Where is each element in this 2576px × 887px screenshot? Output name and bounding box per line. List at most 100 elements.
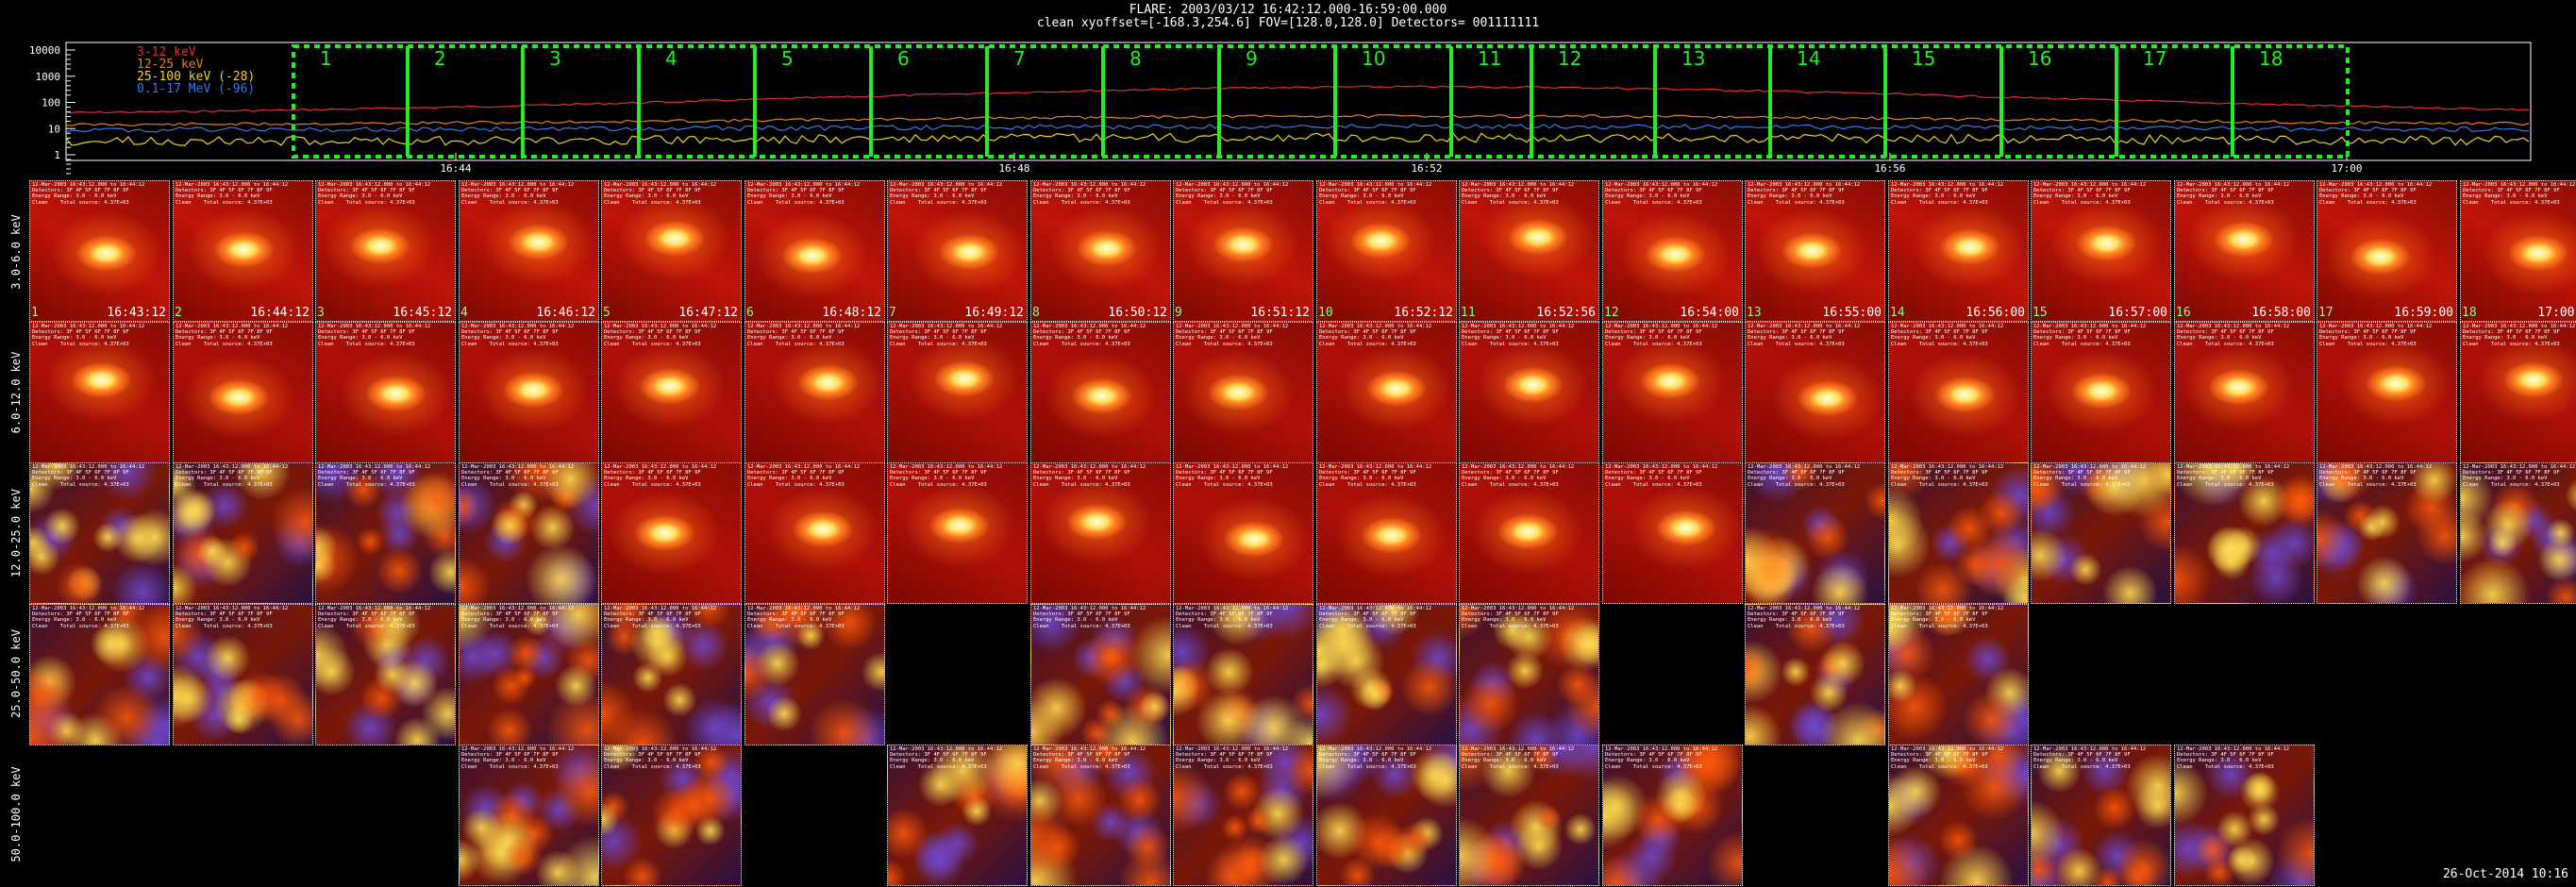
- image-panel[interactable]: 12-Mar-2003 16:43:12.000 to 16:44:12 Det…: [29, 322, 170, 463]
- image-panel[interactable]: 12-Mar-2003 16:43:12.000 to 16:44:12 Det…: [1459, 462, 1599, 604]
- image-panel[interactable]: 12-Mar-2003 16:43:12.000 to 16:44:12 Det…: [1173, 322, 1313, 463]
- panel-info-text: 12-Mar-2003 16:43:12.000 to 16:44:12 Det…: [1605, 324, 1718, 347]
- image-panel[interactable]: 12-Mar-2003 16:43:12.000 to 16:44:12 Det…: [1745, 322, 1885, 463]
- image-panel[interactable]: 12-Mar-2003 16:43:12.000 to 16:44:12 Det…: [1316, 180, 1457, 322]
- image-panel[interactable]: 12-Mar-2003 16:43:12.000 to 16:44:12 Det…: [1602, 462, 1743, 604]
- panel-info-text: 12-Mar-2003 16:43:12.000 to 16:44:12 Det…: [1462, 324, 1575, 347]
- image-panel[interactable]: 12-Mar-2003 16:43:12.000 to 16:44:12 Det…: [2460, 180, 2576, 322]
- image-panel[interactable]: 12-Mar-2003 16:43:12.000 to 16:44:12 Det…: [1316, 462, 1457, 604]
- panel-info-text: 12-Mar-2003 16:43:12.000 to 16:44:12 Det…: [1891, 182, 2004, 206]
- image-panel[interactable]: 12-Mar-2003 16:43:12.000 to 16:44:12 Det…: [601, 604, 742, 745]
- time-bin-number: 3: [549, 47, 561, 70]
- image-panel[interactable]: 12-Mar-2003 16:43:12.000 to 16:44:12 Det…: [601, 322, 742, 463]
- image-panel[interactable]: 12-Mar-2003 16:43:12.000 to 16:44:12 Det…: [1745, 462, 1885, 604]
- panel-info-text: 12-Mar-2003 16:43:12.000 to 16:44:12 Det…: [1319, 606, 1432, 629]
- image-panel[interactable]: 12-Mar-2003 16:43:12.000 to 16:44:12 Det…: [1173, 180, 1313, 322]
- panel-index: 6: [746, 306, 754, 320]
- image-panel[interactable]: 12-Mar-2003 16:43:12.000 to 16:44:12 Det…: [1888, 322, 2029, 463]
- image-panel[interactable]: 12-Mar-2003 16:43:12.000 to 16:44:12 Det…: [744, 322, 885, 463]
- image-panel[interactable]: 12-Mar-2003 16:43:12.000 to 16:44:12 Det…: [459, 604, 599, 745]
- image-panel[interactable]: 12-Mar-2003 16:43:12.000 to 16:44:12 Det…: [1316, 604, 1457, 745]
- image-panel[interactable]: 12-Mar-2003 16:43:12.000 to 16:44:12 Det…: [173, 180, 313, 322]
- panel-info-text: 12-Mar-2003 16:43:12.000 to 16:44:12 Det…: [604, 464, 717, 488]
- image-panel[interactable]: 12-Mar-2003 16:43:12.000 to 16:44:12 Det…: [173, 604, 313, 745]
- image-panel[interactable]: 12-Mar-2003 16:43:12.000 to 16:44:12 Det…: [1173, 604, 1313, 745]
- panel-time-label: 16:50:12: [1108, 306, 1167, 320]
- image-panel[interactable]: 12-Mar-2003 16:43:12.000 to 16:44:12 Det…: [1602, 745, 1743, 886]
- row-label-50-100kev: 50.0-100.0 keV: [9, 766, 23, 862]
- image-panel[interactable]: 12-Mar-2003 16:43:12.000 to 16:44:12 Det…: [1888, 462, 2029, 604]
- image-panel[interactable]: 12-Mar-2003 16:43:12.000 to 16:44:12 Det…: [459, 745, 599, 886]
- image-panel[interactable]: 12-Mar-2003 16:43:12.000 to 16:44:12 Det…: [2174, 745, 2315, 886]
- panel-info-text: 12-Mar-2003 16:43:12.000 to 16:44:12 Det…: [1605, 464, 1718, 488]
- panel-info-text: 12-Mar-2003 16:43:12.000 to 16:44:12 Det…: [1748, 464, 1861, 488]
- image-panel[interactable]: 12-Mar-2003 16:43:12.000 to 16:44:12 Det…: [744, 180, 885, 322]
- image-panel[interactable]: 12-Mar-2003 16:43:12.000 to 16:44:12 Det…: [459, 180, 599, 322]
- image-panel[interactable]: 12-Mar-2003 16:43:12.000 to 16:44:12 Det…: [2317, 322, 2457, 463]
- image-panel[interactable]: 12-Mar-2003 16:43:12.000 to 16:44:12 Det…: [315, 604, 456, 745]
- image-panel[interactable]: 12-Mar-2003 16:43:12.000 to 16:44:12 Det…: [2174, 180, 2315, 322]
- panel-info-text: 12-Mar-2003 16:43:12.000 to 16:44:12 Det…: [1462, 746, 1575, 770]
- image-panel[interactable]: 12-Mar-2003 16:43:12.000 to 16:44:12 Det…: [1459, 322, 1599, 463]
- image-panel[interactable]: 12-Mar-2003 16:43:12.000 to 16:44:12 Det…: [2031, 462, 2171, 604]
- time-bin-number: 2: [434, 47, 446, 70]
- image-panel[interactable]: 12-Mar-2003 16:43:12.000 to 16:44:12 Det…: [459, 322, 599, 463]
- panel-time-label: 17:00:00: [2537, 306, 2576, 320]
- image-panel[interactable]: 12-Mar-2003 16:43:12.000 to 16:44:12 Det…: [1888, 604, 2029, 745]
- image-panel[interactable]: 12-Mar-2003 16:43:12.000 to 16:44:12 Det…: [2317, 180, 2457, 322]
- curve-3-12kev: [65, 85, 2530, 114]
- image-panel[interactable]: 12-Mar-2003 16:43:12.000 to 16:44:12 Det…: [1030, 604, 1171, 745]
- image-panel[interactable]: 12-Mar-2003 16:43:12.000 to 16:44:12 Det…: [1459, 180, 1599, 322]
- row-label-12-25kev: 12.0-25.0 keV: [9, 489, 23, 577]
- image-panel[interactable]: 12-Mar-2003 16:43:12.000 to 16:44:12 Det…: [887, 745, 1028, 886]
- image-panel[interactable]: 12-Mar-2003 16:43:12.000 to 16:44:12 Det…: [601, 462, 742, 604]
- image-panel[interactable]: 12-Mar-2003 16:43:12.000 to 16:44:12 Det…: [744, 604, 885, 745]
- panel-info-text: 12-Mar-2003 16:43:12.000 to 16:44:12 Det…: [747, 324, 861, 347]
- image-panel[interactable]: 12-Mar-2003 16:43:12.000 to 16:44:12 Det…: [2174, 322, 2315, 463]
- image-panel[interactable]: 12-Mar-2003 16:43:12.000 to 16:44:12 Det…: [1316, 745, 1457, 886]
- image-panel[interactable]: 12-Mar-2003 16:43:12.000 to 16:44:12 Det…: [2317, 462, 2457, 604]
- image-panel[interactable]: 12-Mar-2003 16:43:12.000 to 16:44:12 Det…: [1888, 745, 2029, 886]
- image-panel[interactable]: 12-Mar-2003 16:43:12.000 to 16:44:12 Det…: [2031, 322, 2171, 463]
- image-panel[interactable]: 12-Mar-2003 16:43:12.000 to 16:44:12 Det…: [887, 180, 1028, 322]
- image-panel[interactable]: 12-Mar-2003 16:43:12.000 to 16:44:12 Det…: [601, 180, 742, 322]
- image-panel[interactable]: 12-Mar-2003 16:43:12.000 to 16:44:12 Det…: [173, 322, 313, 463]
- image-panel[interactable]: 12-Mar-2003 16:43:12.000 to 16:44:12 Det…: [173, 462, 313, 604]
- image-panel[interactable]: 12-Mar-2003 16:43:12.000 to 16:44:12 Det…: [459, 462, 599, 604]
- image-panel[interactable]: 12-Mar-2003 16:43:12.000 to 16:44:12 Det…: [887, 322, 1028, 463]
- image-panel[interactable]: 12-Mar-2003 16:43:12.000 to 16:44:12 Det…: [1459, 745, 1599, 886]
- image-panel[interactable]: 12-Mar-2003 16:43:12.000 to 16:44:12 Det…: [2031, 745, 2171, 886]
- panel-time-label: 16:46:12: [536, 306, 595, 320]
- image-panel[interactable]: 12-Mar-2003 16:43:12.000 to 16:44:12 Det…: [1602, 322, 1743, 463]
- image-panel[interactable]: 12-Mar-2003 16:43:12.000 to 16:44:12 Det…: [1745, 604, 1885, 745]
- panel-info-text: 12-Mar-2003 16:43:12.000 to 16:44:12 Det…: [32, 606, 145, 629]
- image-panel[interactable]: 12-Mar-2003 16:43:12.000 to 16:44:12 Det…: [1459, 604, 1599, 745]
- image-panel[interactable]: 12-Mar-2003 16:43:12.000 to 16:44:12 Det…: [1173, 745, 1313, 886]
- image-panel[interactable]: 12-Mar-2003 16:43:12.000 to 16:44:12 Det…: [1030, 322, 1171, 463]
- image-panel[interactable]: 12-Mar-2003 16:43:12.000 to 16:44:12 Det…: [1173, 462, 1313, 604]
- image-panel[interactable]: 12-Mar-2003 16:43:12.000 to 16:44:12 Det…: [601, 745, 742, 886]
- panel-info-text: 12-Mar-2003 16:43:12.000 to 16:44:12 Det…: [1319, 324, 1432, 347]
- x-tick-label: 17:00: [2331, 162, 2362, 175]
- image-panel[interactable]: 12-Mar-2003 16:43:12.000 to 16:44:12 Det…: [29, 180, 170, 322]
- panel-info-text: 12-Mar-2003 16:43:12.000 to 16:44:12 Det…: [2177, 746, 2290, 770]
- image-panel[interactable]: 12-Mar-2003 16:43:12.000 to 16:44:12 Det…: [2460, 462, 2576, 604]
- image-panel[interactable]: 12-Mar-2003 16:43:12.000 to 16:44:12 Det…: [2031, 180, 2171, 322]
- image-panel[interactable]: 12-Mar-2003 16:43:12.000 to 16:44:12 Det…: [315, 462, 456, 604]
- image-panel[interactable]: 12-Mar-2003 16:43:12.000 to 16:44:12 Det…: [315, 180, 456, 322]
- image-panel[interactable]: 12-Mar-2003 16:43:12.000 to 16:44:12 Det…: [29, 462, 170, 604]
- image-panel[interactable]: 12-Mar-2003 16:43:12.000 to 16:44:12 Det…: [1888, 180, 2029, 322]
- panel-time-label: 16:54:00: [1680, 306, 1739, 320]
- image-panel[interactable]: 12-Mar-2003 16:43:12.000 to 16:44:12 Det…: [1316, 322, 1457, 463]
- image-panel[interactable]: 12-Mar-2003 16:43:12.000 to 16:44:12 Det…: [1602, 180, 1743, 322]
- image-panel[interactable]: 12-Mar-2003 16:43:12.000 to 16:44:12 Det…: [2460, 322, 2576, 463]
- image-panel[interactable]: 12-Mar-2003 16:43:12.000 to 16:44:12 Det…: [1030, 462, 1171, 604]
- image-panel[interactable]: 12-Mar-2003 16:43:12.000 to 16:44:12 Det…: [29, 604, 170, 745]
- image-panel[interactable]: 12-Mar-2003 16:43:12.000 to 16:44:12 Det…: [315, 322, 456, 463]
- image-panel[interactable]: 12-Mar-2003 16:43:12.000 to 16:44:12 Det…: [887, 462, 1028, 604]
- image-panel[interactable]: 12-Mar-2003 16:43:12.000 to 16:44:12 Det…: [1030, 180, 1171, 322]
- image-panel[interactable]: 12-Mar-2003 16:43:12.000 to 16:44:12 Det…: [2174, 462, 2315, 604]
- image-panel[interactable]: 12-Mar-2003 16:43:12.000 to 16:44:12 Det…: [1030, 745, 1171, 886]
- image-panel[interactable]: 12-Mar-2003 16:43:12.000 to 16:44:12 Det…: [744, 462, 885, 604]
- image-panel[interactable]: 12-Mar-2003 16:43:12.000 to 16:44:12 Det…: [1745, 180, 1885, 322]
